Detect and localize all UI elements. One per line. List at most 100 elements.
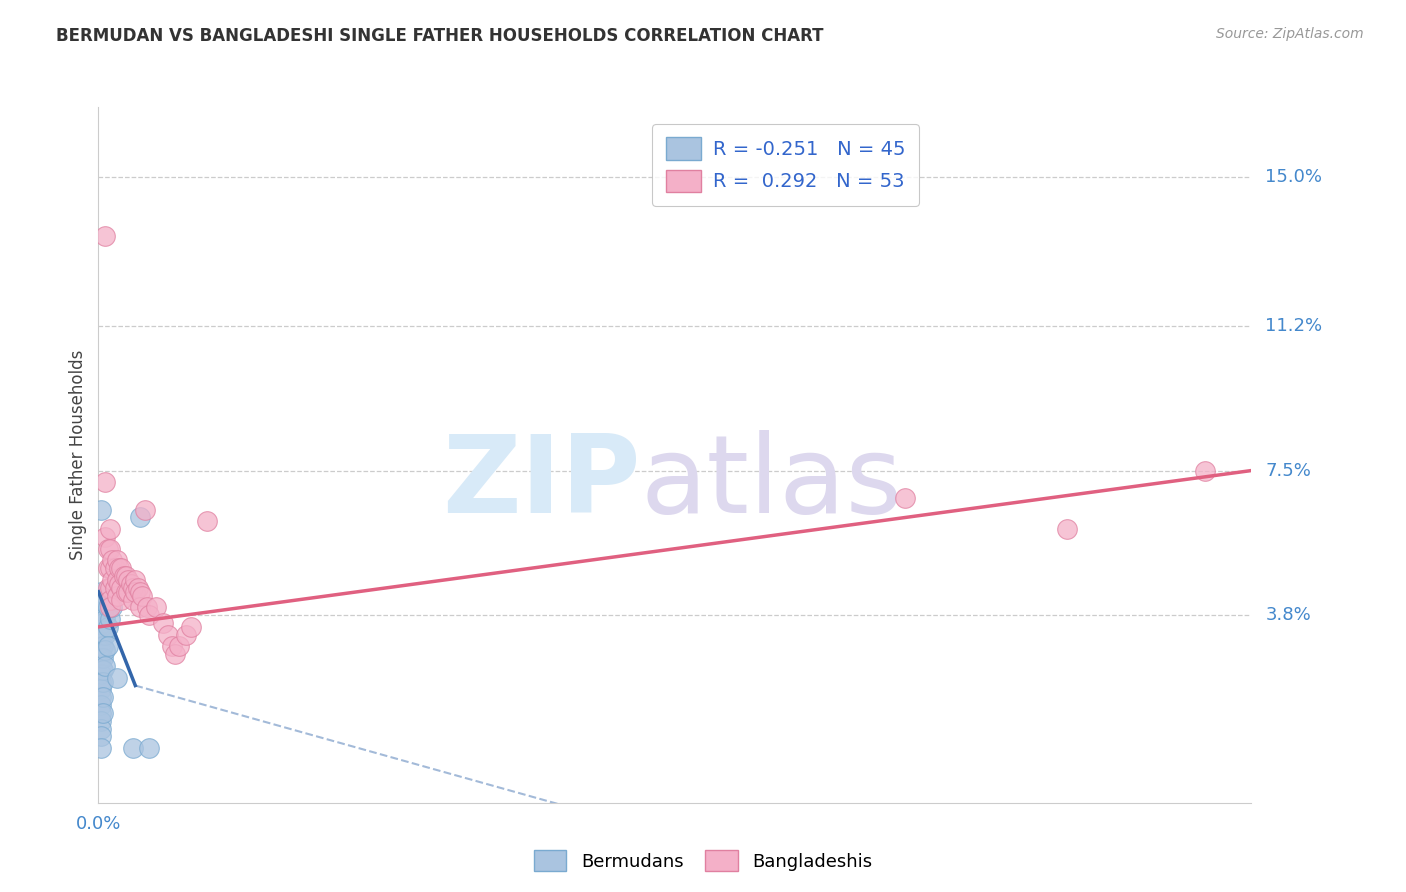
Text: Source: ZipAtlas.com: Source: ZipAtlas.com [1216, 27, 1364, 41]
Point [90, 597, 112, 611]
Point [160, 640, 183, 654]
Point [110, 592, 132, 607]
Point [90, 628, 112, 642]
Point [90, 604, 112, 618]
Point [90, 502, 112, 516]
Point [894, 491, 917, 505]
Text: 3.8%: 3.8% [1265, 607, 1310, 624]
Point [97, 640, 120, 654]
Point [122, 741, 145, 756]
Point [94, 229, 117, 244]
Point [135, 600, 157, 615]
Point [108, 561, 131, 575]
Point [90, 620, 112, 634]
Point [91, 604, 114, 618]
Point [98, 592, 121, 607]
Text: 7.5%: 7.5% [1265, 461, 1312, 480]
Point [91, 651, 114, 665]
Point [98, 522, 121, 536]
Point [127, 581, 149, 595]
Point [90, 682, 112, 697]
Point [90, 730, 112, 744]
Point [115, 584, 138, 599]
Point [115, 569, 138, 583]
Y-axis label: Single Father Households: Single Father Households [69, 350, 87, 560]
Point [101, 600, 124, 615]
Point [156, 628, 179, 642]
Point [91, 615, 114, 630]
Point [110, 581, 132, 595]
Text: 0.0%: 0.0% [76, 815, 121, 833]
Point [1056, 522, 1078, 536]
Point [129, 584, 152, 599]
Point [105, 671, 128, 685]
Point [145, 600, 167, 615]
Point [131, 589, 153, 603]
Point [94, 597, 117, 611]
Point [98, 581, 121, 595]
Point [180, 620, 202, 634]
Point [90, 714, 112, 728]
Point [98, 561, 121, 575]
Point [167, 640, 190, 654]
Point [174, 628, 197, 642]
Point [90, 635, 112, 649]
Point [97, 561, 120, 575]
Point [117, 573, 139, 587]
Point [124, 584, 146, 599]
Point [97, 541, 120, 556]
Point [90, 690, 112, 705]
Point [90, 706, 112, 720]
Point [97, 620, 120, 634]
Point [105, 553, 128, 567]
Point [105, 573, 128, 587]
Point [195, 514, 218, 528]
Point [90, 612, 112, 626]
Point [124, 573, 146, 587]
Point [94, 475, 117, 490]
Point [94, 628, 117, 642]
Point [90, 643, 112, 657]
Point [1194, 464, 1216, 478]
Point [98, 600, 121, 615]
Point [129, 600, 152, 615]
Point [90, 698, 112, 712]
Point [163, 647, 186, 661]
Point [98, 589, 121, 603]
Point [91, 640, 114, 654]
Text: BERMUDAN VS BANGLADESHI SINGLE FATHER HOUSEHOLDS CORRELATION CHART: BERMUDAN VS BANGLADESHI SINGLE FATHER HO… [56, 27, 824, 45]
Legend: Bermudans, Bangladeshis: Bermudans, Bangladeshis [527, 843, 879, 879]
Point [91, 690, 114, 705]
Point [98, 541, 121, 556]
Point [152, 615, 174, 630]
Point [94, 612, 117, 626]
Point [91, 674, 114, 689]
Point [110, 561, 132, 575]
Point [122, 592, 145, 607]
Point [90, 659, 112, 673]
Point [103, 581, 125, 595]
Point [94, 659, 117, 673]
Point [94, 530, 117, 544]
Point [97, 581, 120, 595]
Point [129, 510, 152, 524]
Point [138, 741, 160, 756]
Point [122, 581, 145, 595]
Legend: R = -0.251   N = 45, R =  0.292   N = 53: R = -0.251 N = 45, R = 0.292 N = 53 [652, 124, 918, 205]
Point [90, 666, 112, 681]
Point [112, 569, 135, 583]
Point [90, 651, 112, 665]
Point [101, 553, 124, 567]
Point [120, 577, 142, 591]
Point [97, 600, 120, 615]
Text: ZIP: ZIP [441, 430, 640, 536]
Point [98, 612, 121, 626]
Point [103, 561, 125, 575]
Point [91, 663, 114, 677]
Point [108, 577, 131, 591]
Point [138, 608, 160, 623]
Point [91, 628, 114, 642]
Point [117, 584, 139, 599]
Point [90, 584, 112, 599]
Point [90, 722, 112, 736]
